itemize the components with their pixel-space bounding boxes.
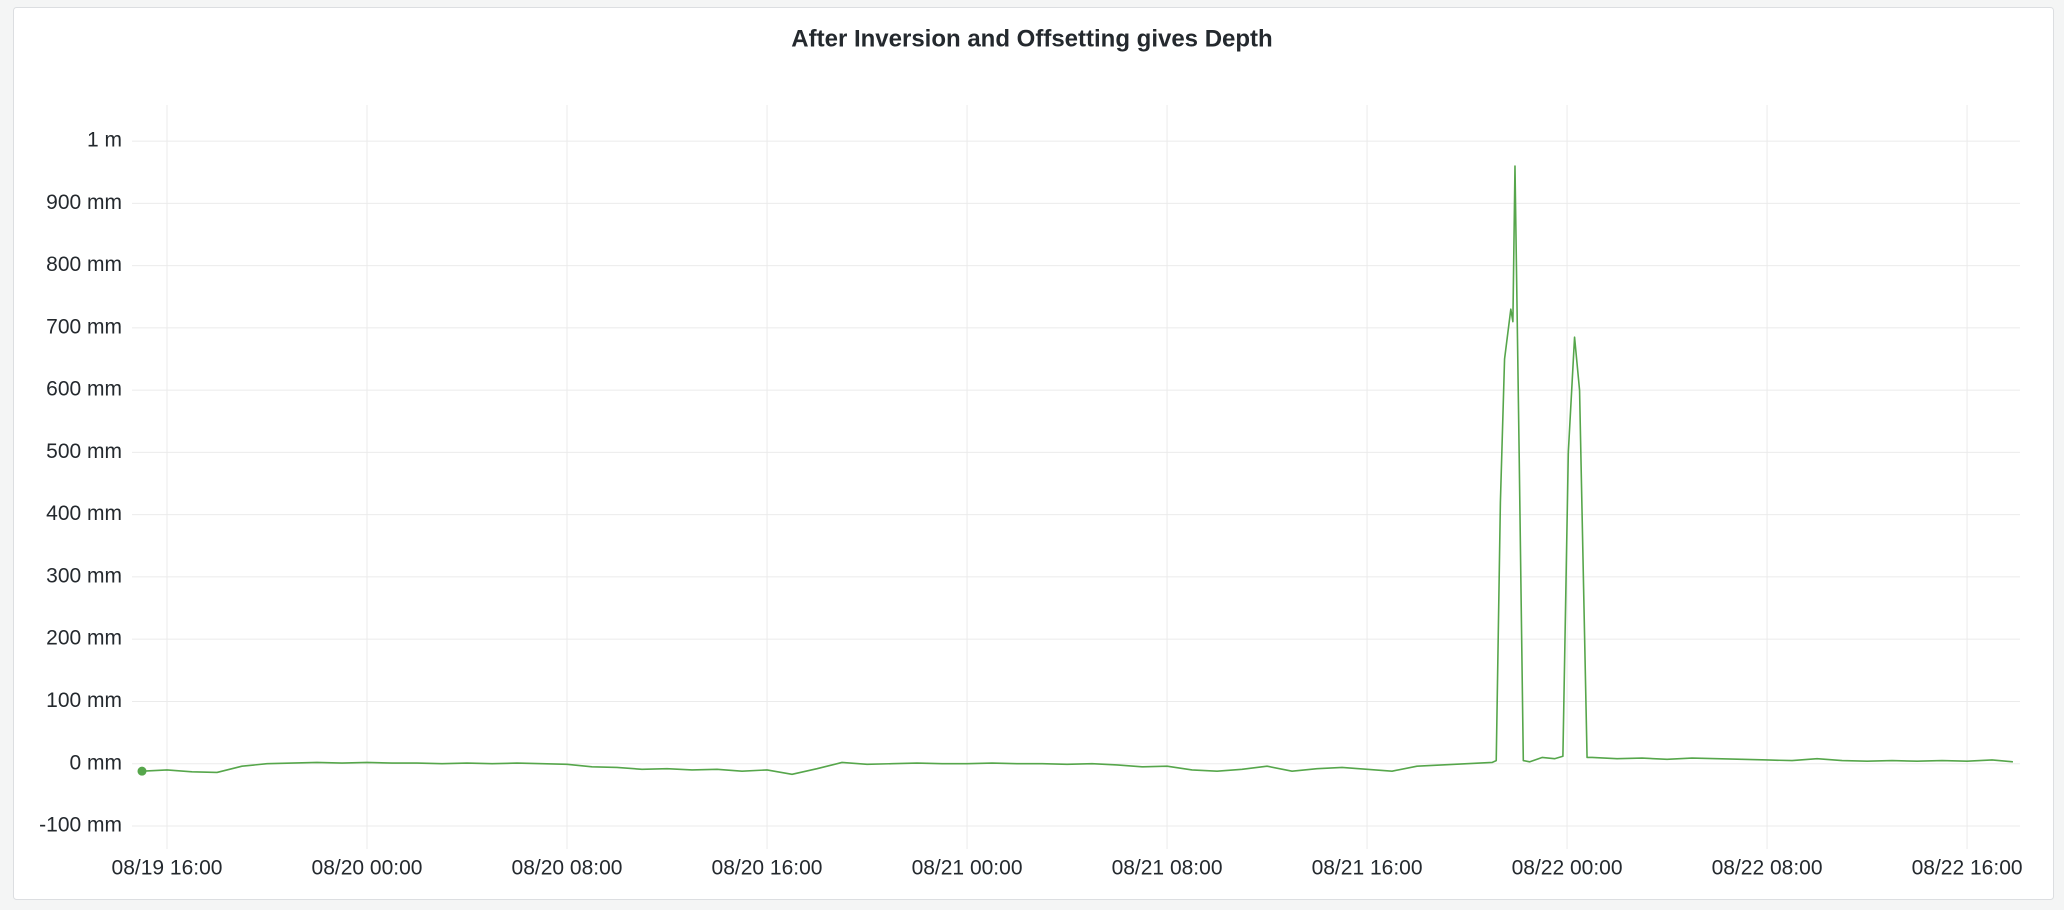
panel [13, 7, 2054, 900]
y-tick-label: 100 mm [46, 689, 122, 712]
y-tick-label: 800 mm [46, 253, 122, 276]
x-tick-label: 08/22 00:00 [1512, 857, 1623, 880]
chart-title: After Inversion and Offsetting gives Dep… [791, 25, 1272, 52]
data-line [141, 165, 2013, 776]
y-tick-label: 900 mm [46, 191, 122, 214]
x-tick-label: 08/22 16:00 [1912, 857, 2023, 880]
y-tick-label: 600 mm [46, 378, 122, 401]
x-tick-label: 08/21 16:00 [1312, 857, 1423, 880]
x-tick-label: 08/20 16:00 [712, 857, 823, 880]
y-tick-label: 1 m [87, 129, 122, 152]
data-point [137, 766, 147, 776]
x-tick-label: 08/22 08:00 [1712, 857, 1823, 880]
x-tick-label: 08/20 08:00 [512, 857, 623, 880]
x-tick-label: 08/19 16:00 [112, 857, 223, 880]
y-tick-label: 200 mm [46, 627, 122, 650]
y-tick-label: 0 mm [70, 751, 123, 774]
grid: -100 mm 0 mm 100 mm 200 mm 300 mm 400 mm 500 m… [39, 105, 2023, 880]
plot [137, 165, 2013, 776]
x-tick-label: 08/21 08:00 [1112, 857, 1223, 880]
x-tick-label: 08/20 00:00 [312, 857, 423, 880]
x-tick-label: 08/21 00:00 [912, 857, 1023, 880]
y-tick-label: 500 mm [46, 440, 122, 463]
y-tick-label: 700 mm [46, 315, 122, 338]
y-tick-label: 400 mm [46, 502, 122, 525]
y-tick-label: -100 mm [39, 814, 122, 837]
y-tick-label: 300 mm [46, 564, 122, 587]
